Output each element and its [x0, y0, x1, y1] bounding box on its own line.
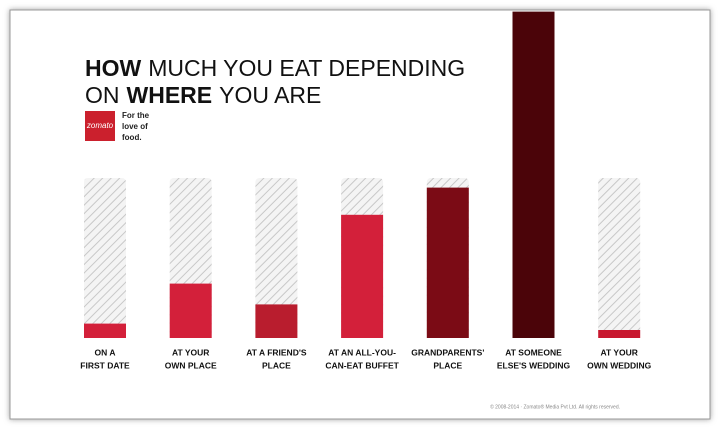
bar	[598, 330, 641, 338]
x-tick-label: AT YOUR	[172, 347, 209, 357]
title-segment: YOU ARE	[219, 82, 321, 108]
chart-title: ON WHERE YOU ARE	[85, 82, 321, 108]
tagline: love of	[122, 122, 148, 131]
x-tick-label: GRANDPARENTS'	[411, 347, 484, 357]
bar-track	[598, 178, 641, 338]
x-tick-label: PLACE	[433, 360, 462, 370]
x-tick-label: AT SOMEONE	[505, 347, 562, 357]
footer: © 2008-2014 · Zomato® Media Pvt Ltd. All…	[490, 403, 620, 410]
title-segment: WHERE	[127, 82, 213, 108]
title-segment: ON	[85, 82, 120, 108]
tagline: For the	[122, 111, 150, 120]
bar	[341, 214, 384, 338]
x-tick-label: OWN PLACE	[165, 360, 217, 370]
bar	[84, 323, 126, 338]
title-segment: HOW	[85, 55, 142, 81]
x-tick-label: ELSE'S WEDDING	[497, 360, 571, 370]
logo-text: zomato	[86, 121, 114, 130]
tagline: food.	[122, 133, 142, 142]
bar	[426, 187, 469, 338]
x-tick-label: FIRST DATE	[80, 360, 130, 370]
title-segment: MUCH YOU EAT DEPENDING	[148, 55, 465, 81]
x-tick-label: AT YOUR	[600, 347, 637, 357]
bar	[255, 304, 298, 338]
x-tick-label: CAN-EAT BUFFET	[325, 360, 399, 370]
x-tick-label: ON A	[95, 347, 116, 357]
x-tick-label: AT A FRIEND'S	[246, 347, 307, 357]
x-tick-label: AT AN ALL-YOU-	[328, 347, 396, 357]
logo-box	[85, 111, 115, 141]
bar	[512, 11, 555, 338]
bar	[169, 283, 212, 338]
bar-track	[84, 178, 126, 338]
x-tick-label: OWN WEDDING	[587, 360, 652, 370]
bar-track	[255, 178, 298, 338]
x-tick-label: PLACE	[262, 360, 291, 370]
chart-title: HOW MUCH YOU EAT DEPENDING	[85, 55, 465, 81]
